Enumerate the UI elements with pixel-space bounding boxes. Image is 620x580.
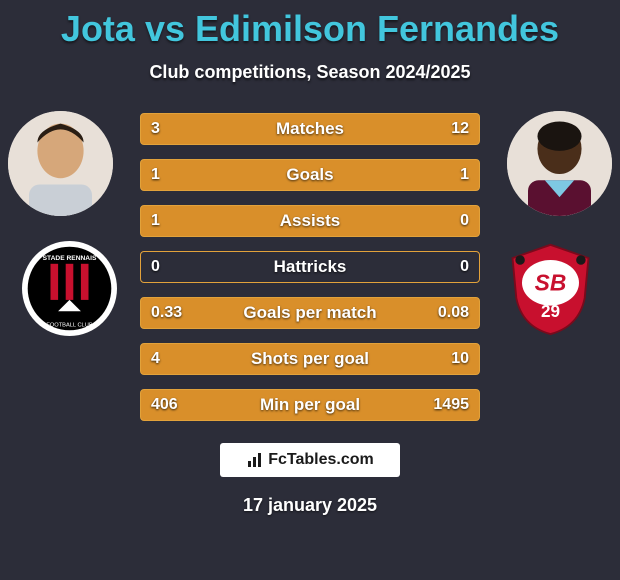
stat-row: 4 Shots per goal 10 <box>140 343 480 375</box>
stat-value-right: 1 <box>460 166 469 184</box>
stat-label: Min per goal <box>260 395 360 415</box>
stat-label: Matches <box>276 119 344 139</box>
club-badge-left: STADE RENNAIS FOOTBALL CLUB <box>22 241 117 336</box>
svg-text:STADE RENNAIS: STADE RENNAIS <box>43 255 97 262</box>
date-text: 17 january 2025 <box>0 495 620 516</box>
stat-value-left: 406 <box>151 396 178 414</box>
stat-row: 0 Hattricks 0 <box>140 251 480 283</box>
stat-value-left: 3 <box>151 120 160 138</box>
stat-value-right: 0.08 <box>438 304 469 322</box>
stat-value-right: 0 <box>460 212 469 230</box>
stat-label: Shots per goal <box>251 349 369 369</box>
stat-row: 1 Goals 1 <box>140 159 480 191</box>
stat-label: Assists <box>280 211 340 231</box>
stat-value-left: 0.33 <box>151 304 182 322</box>
brand-badge[interactable]: FcTables.com <box>220 443 400 477</box>
stat-label: Hattricks <box>274 257 347 277</box>
stat-value-left: 4 <box>151 350 160 368</box>
stat-row: 3 Matches 12 <box>140 113 480 145</box>
stat-label: Goals <box>286 165 333 185</box>
stat-value-right: 0 <box>460 258 469 276</box>
stat-label: Goals per match <box>243 303 376 323</box>
player-avatar-left <box>8 111 113 216</box>
comparison-panel: STADE RENNAIS FOOTBALL CLUB SB 29 3 Match… <box>0 111 620 421</box>
stat-value-left: 0 <box>151 258 160 276</box>
stat-row: 406 Min per goal 1495 <box>140 389 480 421</box>
subtitle: Club competitions, Season 2024/2025 <box>0 62 620 83</box>
page-title: Jota vs Edimilson Fernandes <box>0 0 620 50</box>
stat-value-right: 12 <box>451 120 469 138</box>
svg-text:SB: SB <box>535 269 567 295</box>
stat-value-right: 10 <box>451 350 469 368</box>
svg-text:29: 29 <box>541 302 560 321</box>
brand-text: FcTables.com <box>268 451 374 469</box>
stat-row: 0.33 Goals per match 0.08 <box>140 297 480 329</box>
stat-row: 1 Assists 0 <box>140 205 480 237</box>
club-badge-right: SB 29 <box>503 241 598 336</box>
player-avatar-right <box>507 111 612 216</box>
stat-value-left: 1 <box>151 212 160 230</box>
svg-text:FOOTBALL CLUB: FOOTBALL CLUB <box>46 323 92 329</box>
stat-rows: 3 Matches 12 1 Goals 1 1 Assists 0 0 Hattricks 0 0.3… <box>140 111 480 421</box>
stat-value-right: 1495 <box>433 396 469 414</box>
stat-value-left: 1 <box>151 166 160 184</box>
chart-icon <box>246 451 264 469</box>
